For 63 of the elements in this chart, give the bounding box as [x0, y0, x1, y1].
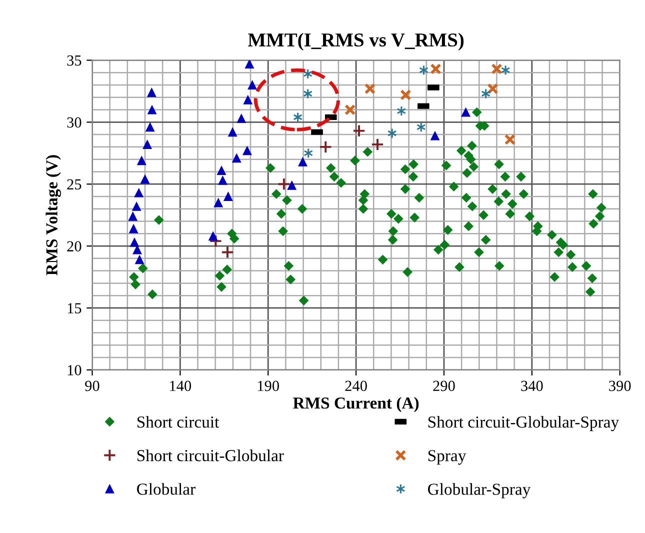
point [134, 188, 144, 198]
point [146, 122, 155, 132]
chart-title: MMT(I_RMS vs V_RMS) [248, 32, 464, 50]
x-axis-title: RMS Current (A) [293, 396, 419, 412]
y-tick-label: 25 [67, 179, 82, 190]
point [430, 63, 442, 74]
y-tick-label: 30 [67, 117, 82, 128]
point [137, 156, 146, 166]
y-tick-label: 35 [67, 55, 82, 66]
point [148, 105, 157, 114]
point [248, 80, 257, 90]
legend-label: Short circuit [137, 416, 220, 428]
x-tick-label: 240 [345, 380, 367, 392]
x-tick-label: 340 [521, 380, 543, 392]
y-axis-title: RMS Voltage (V) [46, 155, 61, 276]
point [430, 131, 440, 140]
point [487, 83, 498, 94]
y-tick-label: 15 [68, 303, 82, 314]
legend-label: Spray [428, 450, 466, 465]
x-tick-label: 190 [258, 380, 279, 392]
point [130, 238, 139, 247]
point [236, 114, 246, 123]
point [242, 146, 252, 156]
x-tick-label: 390 [609, 380, 631, 392]
y-tick-label: 20 [67, 241, 82, 252]
legend-label: Short circuit-Globular [137, 450, 284, 462]
point [216, 166, 226, 175]
point [344, 104, 356, 116]
point [208, 232, 218, 241]
point [140, 174, 150, 184]
point [352, 124, 366, 138]
point [287, 180, 296, 190]
x-tick-label: 140 [170, 380, 192, 392]
point [461, 108, 470, 117]
point [142, 140, 152, 149]
point [232, 154, 242, 163]
x-tick-label: 90 [85, 380, 100, 392]
point [277, 178, 290, 191]
point [364, 83, 376, 94]
point [491, 63, 502, 74]
point [220, 246, 234, 259]
point [370, 138, 384, 151]
y-tick-label: 10 [68, 365, 82, 376]
point [132, 202, 142, 211]
x-tick-label: 290 [433, 380, 455, 392]
point [129, 224, 138, 234]
point [224, 192, 233, 201]
point [135, 255, 144, 264]
point [400, 89, 412, 100]
point [128, 212, 138, 221]
point [228, 128, 238, 137]
legend-label: Short circuit-Globular-Spray [428, 416, 620, 432]
point [319, 140, 332, 154]
point [218, 176, 228, 185]
point [243, 95, 252, 104]
point [244, 60, 254, 68]
point [214, 198, 223, 208]
point [504, 134, 516, 146]
legend-label: Globular-Spray [428, 483, 531, 498]
point [209, 234, 222, 248]
legend-label: Globular [137, 483, 196, 495]
point [298, 157, 308, 166]
point [147, 88, 156, 97]
